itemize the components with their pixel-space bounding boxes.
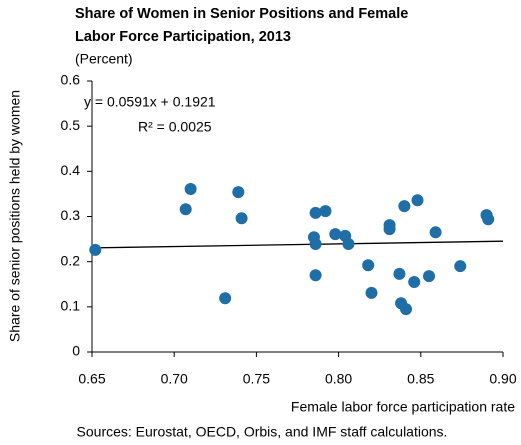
scatter-point <box>235 212 248 225</box>
scatter-point <box>482 213 495 226</box>
scatter-point <box>429 226 442 239</box>
scatter-point <box>400 303 413 316</box>
scatter-point <box>89 243 102 256</box>
y-tick-label: 0.6 <box>61 72 81 88</box>
trendline <box>91 240 504 249</box>
chart-subtitle: (Percent) <box>75 51 133 67</box>
x-tick-label: 0.70 <box>161 371 188 387</box>
scatter-point <box>329 228 342 241</box>
chart-title: Labor Force Participation, 2013 <box>75 29 291 45</box>
scatter-point <box>319 205 332 218</box>
x-tick-label: 0.80 <box>325 371 352 387</box>
x-axis-label: Female labor force participation rate <box>291 399 515 415</box>
chart-title: Share of Women in Senior Positions and F… <box>75 6 408 22</box>
annotation: y = 0.0591x + 0.1921 <box>84 94 216 110</box>
x-tick-label: 0.85 <box>407 371 434 387</box>
scatter-point <box>309 269 322 282</box>
y-tick-label: 0.4 <box>61 162 81 178</box>
scatter-point <box>423 270 436 283</box>
source-note: Sources: Eurostat, OECD, Orbis, and IMF … <box>77 424 448 440</box>
scatter-point <box>454 260 467 273</box>
scatter-point <box>408 275 421 288</box>
scatter-point <box>232 186 245 199</box>
y-tick-label: 0.1 <box>61 298 81 314</box>
x-tick-label: 0.65 <box>78 371 105 387</box>
scatter-point <box>219 292 232 305</box>
scatter-point <box>393 267 406 280</box>
y-tick-label: 0 <box>72 343 80 359</box>
scatter-point <box>362 259 375 272</box>
y-tick-label: 0.2 <box>61 252 81 268</box>
annotation: R² = 0.0025 <box>138 119 212 135</box>
scatter-point <box>383 223 396 236</box>
scatter-point <box>184 182 197 195</box>
scatter-point <box>179 203 192 216</box>
y-tick-label: 0.5 <box>61 117 81 133</box>
y-axis-label: Share of senior positions held by women <box>7 90 23 342</box>
y-tick-label: 0.3 <box>61 207 81 223</box>
scatter-point <box>365 286 378 299</box>
scatter-point <box>342 238 355 251</box>
scatter-point <box>411 194 424 207</box>
x-tick-label: 0.75 <box>243 371 270 387</box>
scatter-point <box>309 206 322 219</box>
x-tick-label: 0.90 <box>489 371 516 387</box>
scatter-point <box>398 200 411 213</box>
scatter-point <box>309 238 322 251</box>
